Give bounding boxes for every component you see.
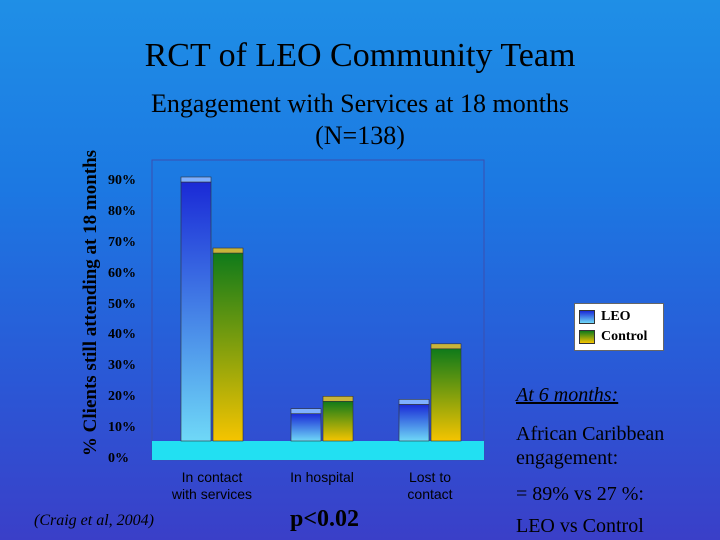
bar-control-2 [430,348,462,442]
y-tick-label: 20% [108,389,136,405]
legend-item-control: Control [579,328,647,346]
note-line: = 89% vs 27 %: [516,483,644,505]
subtitle-line-1: Engagement with Services at 18 months [150,89,570,118]
bar-control-0 [212,252,244,442]
bar-control-1 [322,401,354,442]
at-6-months-heading: At 6 months: [516,384,619,406]
note-line: LEO vs Control [516,515,644,537]
legend-label: Control [601,329,648,344]
y-tick-label: 10% [108,420,136,436]
bar-leo-0 [180,181,212,442]
bar-top-control-2 [430,343,462,350]
y-tick-label: 40% [108,327,136,343]
bar-top-leo-0 [180,176,212,183]
x-category-in-hospital: In hospital [262,469,382,486]
y-tick-label: 30% [108,358,136,374]
x-category-lost-to-contact: Lost to contact [370,469,490,503]
x-tick-label: In hospital [290,469,354,485]
y-tick-label: 0% [108,451,129,466]
legend-label: LEO [601,309,631,324]
legend-swatch-control [579,329,595,344]
bar-leo-1 [290,413,322,442]
chart-subtitle: Engagement with Services at 18 months (N… [70,88,650,152]
bar-top-control-1 [322,396,354,402]
bar-leo-2 [398,404,430,442]
p-value: p<0.02 [290,506,360,532]
subtitle-line-2: (N=138) [315,121,405,150]
y-tick-label: 90% [108,173,136,188]
legend-item-leo: LEO [579,308,631,326]
bar-top-control-0 [212,247,244,254]
chart-legend: LEO Control [574,303,664,351]
chart-title: RCT of LEO Community Team [144,37,576,74]
citation: (Craig et al, 2004) [34,512,154,529]
note-line: engagement: [516,447,619,469]
y-tick-label: 70% [108,234,136,250]
note-line: African Caribbean [516,423,665,445]
y-tick-label: 60% [108,265,136,281]
y-tick-label: 50% [108,296,136,312]
y-tick-label: 80% [108,203,136,219]
x-category-in-contact: In contact with services [152,469,272,503]
x-tick-label: contact [407,486,453,502]
bar-top-leo-1 [290,408,322,414]
bar-top-leo-2 [398,399,430,405]
plot-floor [152,441,484,460]
x-tick-label: In contact [181,469,243,485]
legend-swatch-leo [579,309,595,324]
x-tick-label: with services [171,486,253,502]
x-tick-label: Lost to [408,469,452,485]
